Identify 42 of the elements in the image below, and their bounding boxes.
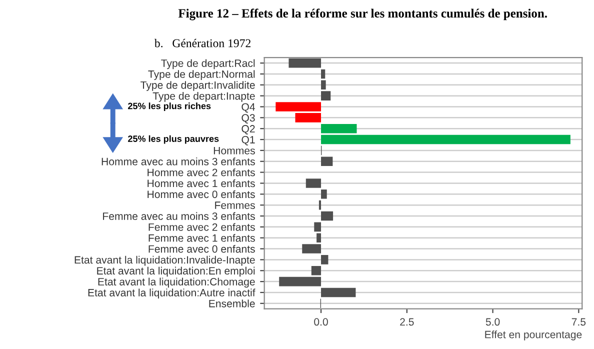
y-tick-label: Type de depart:Inapte xyxy=(152,92,255,102)
bar xyxy=(306,178,322,188)
y-tick-label: Type de depart:Normal xyxy=(148,70,255,80)
chart-subtitle: b. Génération 1972 xyxy=(154,38,251,48)
chart-title: Figure 12 – Effets de la réforme sur les montants cumulés de pension. xyxy=(178,8,547,20)
y-tick-label: Q4 xyxy=(242,103,255,113)
bar xyxy=(321,255,328,264)
y-tick-label: Type de depart:Invalidite xyxy=(140,81,255,91)
bar xyxy=(321,134,570,144)
y-tick-label: Homme avec au moins 3 enfants xyxy=(102,158,255,166)
y-tick-label: Femme avec au moins 3 enfants xyxy=(103,212,255,220)
text: 25% les plus pauvres xyxy=(128,135,219,144)
x-tick-label: 5.0 xyxy=(486,318,500,326)
y-tick-label: Femme avec 1 enfants xyxy=(148,234,255,242)
y-tick-label: Femme avec 2 enfants xyxy=(148,223,255,231)
x-tick-label: 7.5 xyxy=(572,318,586,326)
bar xyxy=(318,200,322,210)
y-tick-label: Etat avant la liquidation:En emploi xyxy=(97,266,255,277)
y-tick-label: Homme avec 0 enfants xyxy=(148,190,255,198)
bar xyxy=(321,190,327,199)
y-tick-label: Femme avec 0 enfants xyxy=(148,244,255,253)
y-tick-label: Etat avant la liquidation:Autre inactif xyxy=(88,288,256,298)
y-tick-label: Q3 xyxy=(242,114,255,124)
x-tick-label: 2.5 xyxy=(400,318,414,326)
x-tick-label: 0.0 xyxy=(314,318,328,326)
y-tick-label: Homme avec 2 enfants xyxy=(148,168,255,176)
y-tick-label: Etat avant la liquidation:Invalide-Inapte xyxy=(74,256,255,266)
bar xyxy=(321,211,334,221)
y-tick-label: Hommes xyxy=(214,147,255,154)
bar xyxy=(288,58,322,68)
bar xyxy=(321,69,326,79)
y-tick-label: Q2 xyxy=(242,125,255,134)
text: 25% les plus riches xyxy=(128,102,211,111)
bar xyxy=(321,124,357,134)
y-tick-label: Type de depart:Racl xyxy=(161,59,255,70)
x-axis-title: Effet en pourcentage xyxy=(485,330,582,340)
y-tick-label: Etat avant la liquidation:Chomage xyxy=(98,278,255,288)
y-tick-label: Ensemble xyxy=(209,300,255,308)
y-tick-label: Homme avec 1 enfants xyxy=(148,179,255,188)
bar xyxy=(321,288,356,298)
y-tick-label: Femmes xyxy=(215,202,255,210)
y-tick-label: Q1 xyxy=(242,136,255,146)
